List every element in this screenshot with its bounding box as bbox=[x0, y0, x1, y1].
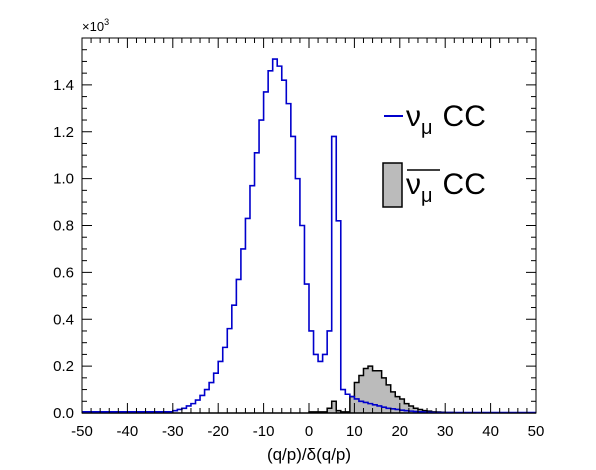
x-tick-label: 30 bbox=[437, 423, 454, 440]
legend: νμ CC νμ CC bbox=[382, 100, 486, 208]
y-tick-label: 0.8 bbox=[53, 218, 74, 235]
y-tick-label: 1.4 bbox=[53, 77, 74, 94]
legend-label-numu: νμ CC bbox=[406, 100, 486, 139]
x-tick-label: 0 bbox=[305, 423, 313, 440]
x-tick-label: -50 bbox=[71, 423, 93, 440]
axis-ticks: -50 -40 -30 -20 -10 0 10 20 30 40 50 0.0 0.2 0.4 0.6 0.… bbox=[53, 38, 544, 440]
x-tick-label: -30 bbox=[162, 423, 184, 440]
x-tick-label: -40 bbox=[117, 423, 139, 440]
legend-box-numubar bbox=[382, 162, 403, 208]
x-tick-label: 50 bbox=[528, 423, 545, 440]
y-tick-label: 0.6 bbox=[53, 264, 74, 281]
x-tick-label: -20 bbox=[207, 423, 229, 440]
plot-frame bbox=[81, 37, 537, 414]
y-tick-label: 0.4 bbox=[53, 311, 74, 328]
x-tick-label: 10 bbox=[346, 423, 363, 440]
series-numu-cc-histogram bbox=[82, 58, 536, 414]
y-tick-label: 0.2 bbox=[53, 358, 74, 375]
y-tick-label: 1.2 bbox=[53, 124, 74, 141]
x-tick-label: 20 bbox=[391, 423, 408, 440]
x-tick-label: 40 bbox=[482, 423, 499, 440]
x-tick-label: -10 bbox=[253, 423, 275, 440]
y-multiplier: ×103 bbox=[82, 17, 109, 34]
y-tick-label: 1.0 bbox=[53, 171, 74, 188]
y-tick-label: 0.0 bbox=[53, 405, 74, 422]
legend-label-numubar: νμ CC bbox=[406, 168, 486, 207]
x-axis-title: (q/p)/δ(q/p) bbox=[267, 445, 351, 464]
